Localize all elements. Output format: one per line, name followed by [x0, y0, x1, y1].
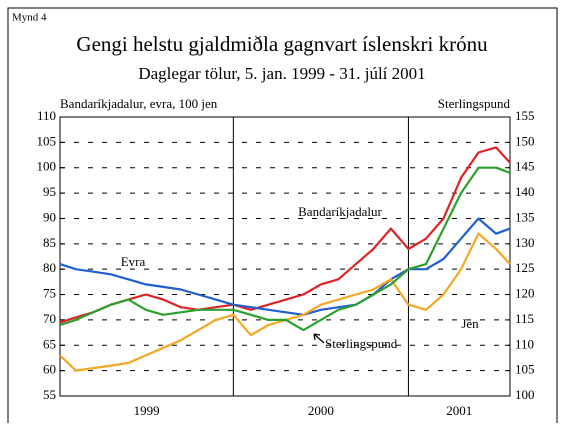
- series-line: [59, 217, 511, 316]
- series-label: Evra: [121, 254, 146, 269]
- y2-tick-label: 115: [515, 311, 534, 326]
- series-label: Bandaríkjadalur: [298, 204, 382, 219]
- y2-tick-label: 120: [515, 286, 535, 301]
- y-tick-label: 85: [43, 235, 56, 250]
- y2-tick-label: 130: [515, 235, 535, 250]
- y-tick-label: 55: [43, 387, 56, 402]
- chart-title: Gengi helstu gjaldmiðla gagnvart íslensk…: [76, 32, 488, 56]
- y-tick-label: 105: [37, 133, 57, 148]
- y-tick-label: 90: [43, 209, 56, 224]
- y2-tick-label: 125: [515, 260, 535, 275]
- y2-tick-label: 150: [515, 133, 535, 148]
- y-tick-label: 100: [37, 159, 57, 174]
- series-label: Jen: [461, 316, 479, 331]
- x-tick-label: 2000: [308, 403, 334, 418]
- y-tick-label: 75: [43, 286, 56, 301]
- y2-tick-label: 110: [515, 336, 534, 351]
- figure-label: Mynd 4: [12, 12, 47, 24]
- y2-tick-label: 140: [515, 184, 535, 199]
- series-line: [59, 146, 511, 324]
- y-tick-label: 80: [43, 260, 56, 275]
- y2-axis-label: Sterlingspund: [438, 96, 511, 111]
- y2-tick-label: 135: [515, 209, 535, 224]
- y2-tick-label: 145: [515, 159, 535, 174]
- annotation-arrow: [313, 333, 325, 344]
- y-tick-label: 70: [43, 311, 56, 326]
- y2-tick-label: 155: [515, 108, 535, 123]
- y-tick-label: 95: [43, 184, 56, 199]
- y-axis-label: Bandaríkjadalur, evra, 100 jen: [60, 96, 218, 111]
- y2-tick-label: 105: [515, 362, 535, 377]
- y-tick-label: 65: [43, 336, 56, 351]
- y-tick-label: 110: [37, 108, 56, 123]
- y-tick-label: 60: [43, 362, 56, 377]
- series-label: Sterlingspund: [325, 336, 398, 351]
- series-line: [59, 166, 511, 332]
- y2-tick-label: 100: [515, 387, 535, 402]
- x-tick-label: 1999: [134, 403, 160, 418]
- x-tick-label: 2001: [446, 403, 472, 418]
- chart-subtitle: Daglegar tölur, 5. jan. 1999 - 31. júlí …: [138, 64, 425, 83]
- frame: [7, 7, 558, 428]
